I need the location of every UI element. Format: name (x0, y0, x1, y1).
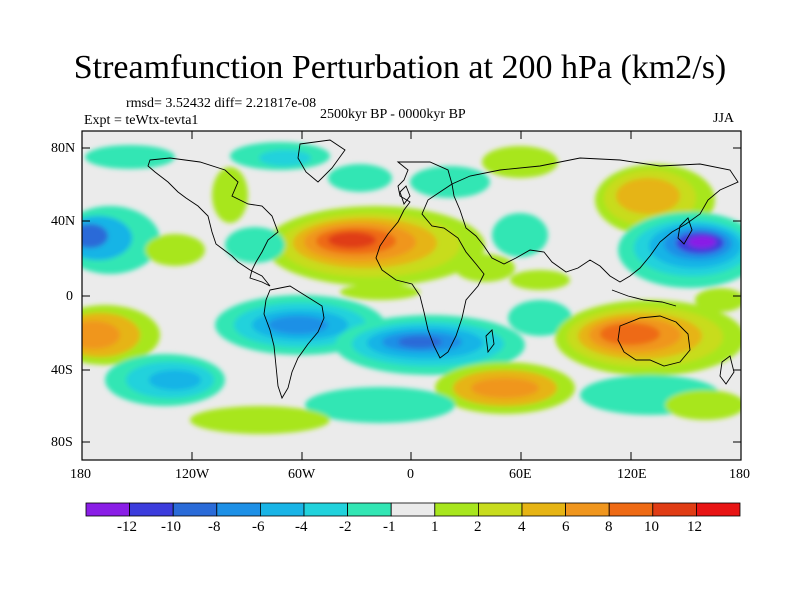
lat-tick-label: 80N (51, 141, 76, 156)
colorbar-label: -2 (339, 519, 352, 535)
period-label: 2500kyr BP - 0000kyr BP (320, 107, 466, 122)
feature-east-asia-high (616, 178, 680, 214)
feature-australian-high (600, 323, 660, 345)
coast-australia (617, 315, 691, 367)
coast-south-america (263, 285, 325, 400)
colorbar-label: 10 (644, 519, 659, 535)
colorbar-swatch (696, 502, 741, 517)
coastlines (147, 139, 739, 400)
colorbar-label: 2 (474, 519, 482, 535)
colorbar-label: -1 (383, 519, 396, 535)
colorbar-swatch (477, 502, 523, 517)
feature-north-pacific-low (688, 236, 716, 248)
colorbar-swatch (434, 502, 479, 517)
lat-tick-label: 0 (66, 289, 73, 304)
coast-greenland (297, 139, 346, 183)
feature-south-pacific-high (82, 321, 120, 349)
axis-ticks (82, 131, 741, 460)
colorbar-label: -6 (252, 519, 265, 535)
feature-south-atlantic-low (398, 336, 442, 348)
colorbar-label: 8 (605, 519, 613, 535)
colorbar-label: 6 (562, 519, 570, 535)
colorbar-swatch (129, 502, 174, 517)
colorbar (85, 502, 741, 517)
colorbar-swatch (85, 502, 130, 517)
colorbar-label: -10 (161, 519, 181, 535)
colorbar-swatch (390, 502, 436, 517)
lon-tick-label: 120W (175, 467, 210, 482)
coast-uk (399, 185, 411, 205)
lon-tick-label: 0 (407, 467, 414, 482)
colorbar-swatch (259, 502, 305, 517)
colorbar-swatch (303, 502, 348, 517)
colorbar-label: 1 (431, 519, 439, 535)
lat-tick-label: 40S (51, 363, 73, 378)
colorbar-swatch (172, 502, 218, 517)
season-label: JJA (713, 111, 735, 126)
colorbar-label: -4 (295, 519, 308, 535)
stats-text: rmsd= 3.52432 diff= 2.21817e-08 (126, 96, 317, 111)
lon-tick-label: 120E (617, 467, 647, 482)
feature-north-atlantic-high (328, 232, 376, 248)
colorbar-swatch (347, 502, 392, 517)
streamfunction-field (82, 131, 741, 460)
lon-tick-label: 180 (70, 467, 91, 482)
coast-madagascar (485, 329, 495, 354)
colorbar-label: 4 (518, 519, 526, 535)
experiment-label: Expt = teWtx-tevta1 (84, 113, 199, 128)
feature-indian-ocean-high (471, 378, 539, 398)
colorbar-swatch (521, 502, 566, 517)
lat-tick-label: 40N (51, 214, 76, 229)
colorbar-label: -8 (208, 519, 221, 535)
coast-north-america (147, 157, 279, 287)
lon-tick-label: 60E (509, 467, 532, 482)
coast-eurasia (451, 157, 739, 283)
feature-south-america-low (268, 316, 328, 334)
coast-new-zealand (719, 355, 735, 385)
feature-south-pacific-low (149, 370, 201, 390)
feature-arctic-west (85, 145, 175, 169)
coast-indonesia (611, 289, 677, 307)
colorbar-swatch (652, 502, 697, 517)
figure-title: Streamfunction Perturbation at 200 hPa (… (73, 49, 727, 86)
colorbar-swatch (216, 502, 261, 517)
feature-central-pacific-low (82, 224, 108, 248)
lon-tick-label: 180 (729, 467, 750, 482)
colorbar-swatch (565, 502, 610, 517)
colorbar-label: 12 (687, 519, 702, 535)
colorbar-label: -12 (117, 519, 137, 535)
lat-tick-label: 80S (51, 435, 73, 450)
coast-japan (677, 217, 693, 245)
lon-tick-label: 60W (288, 467, 316, 482)
colorbar-swatch (608, 502, 654, 517)
coast-europe-africa (375, 161, 485, 359)
